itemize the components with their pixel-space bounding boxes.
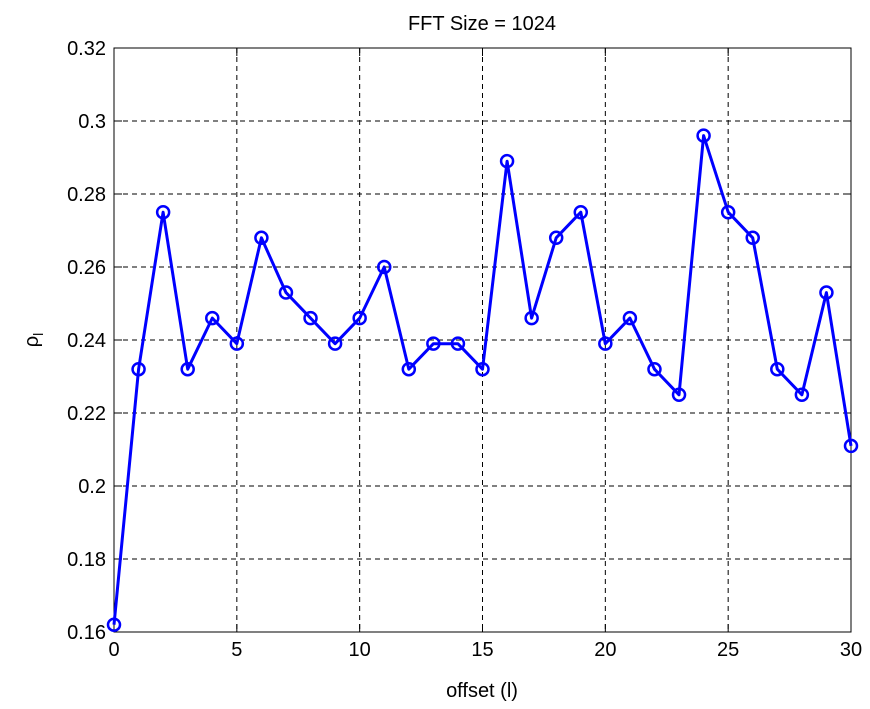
y-tick-label: 0.26 (67, 257, 106, 279)
series-line (112, 134, 853, 625)
data-point (450, 336, 466, 351)
data-point (475, 361, 490, 377)
data-point (720, 205, 736, 220)
data-point (671, 387, 687, 402)
data-point (794, 387, 810, 402)
y-tick-label: 0.2 (78, 476, 106, 498)
x-tick-label: 20 (594, 639, 616, 661)
y-tick-label: 0.28 (67, 184, 106, 206)
data-point (819, 285, 834, 300)
data-point (180, 361, 195, 377)
data-point (647, 361, 662, 377)
data-point (548, 230, 564, 246)
x-tick-label: 25 (717, 639, 739, 661)
x-tick-label: 15 (471, 639, 493, 661)
x-tick-label: 0 (108, 639, 119, 661)
data-point (155, 205, 171, 220)
x-tick-label: 30 (840, 639, 862, 661)
data-point (303, 310, 318, 326)
y-tick-label: 0.16 (67, 622, 106, 644)
data-point (229, 336, 245, 351)
data-point (131, 361, 146, 377)
data-point (376, 259, 392, 275)
data-point (598, 336, 613, 351)
x-tick-label: 10 (349, 639, 371, 661)
y-tick-label: 0.18 (67, 549, 106, 571)
axis-ticks (113, 47, 852, 633)
y-axis-title-subscript: l (30, 333, 46, 336)
data-point (426, 336, 441, 351)
series-markers (106, 128, 859, 632)
y-tick-label: 0.22 (67, 403, 106, 425)
x-tick-label: 5 (231, 639, 242, 661)
x-axis-title: offset (l) (446, 680, 518, 702)
data-point (352, 310, 367, 326)
data-point (401, 361, 417, 377)
y-axis-title-base: ρ (21, 336, 43, 347)
data-point (278, 285, 294, 300)
chart-title: FFT Size = 1024 (408, 13, 556, 35)
data-point (524, 310, 539, 326)
data-point (573, 205, 589, 220)
y-axis-title: ρl (21, 333, 46, 348)
y-tick-label: 0.3 (78, 111, 106, 133)
data-point (205, 310, 220, 326)
data-point (770, 361, 785, 377)
data-point (254, 230, 269, 246)
data-point (745, 230, 760, 246)
data-point (696, 128, 711, 143)
y-tick-labels: 0.16 0.18 0.2 0.22 0.24 0.26 0.28 0.3 0.32 (67, 38, 106, 644)
data-point (327, 336, 343, 351)
y-tick-label: 0.24 (67, 330, 106, 352)
x-tick-labels: 0 5 10 15 20 25 30 (108, 639, 862, 661)
data-point (622, 310, 638, 326)
data-point (499, 153, 515, 169)
y-tick-label: 0.32 (67, 38, 106, 60)
data-point (843, 438, 859, 454)
data-point (106, 617, 122, 632)
